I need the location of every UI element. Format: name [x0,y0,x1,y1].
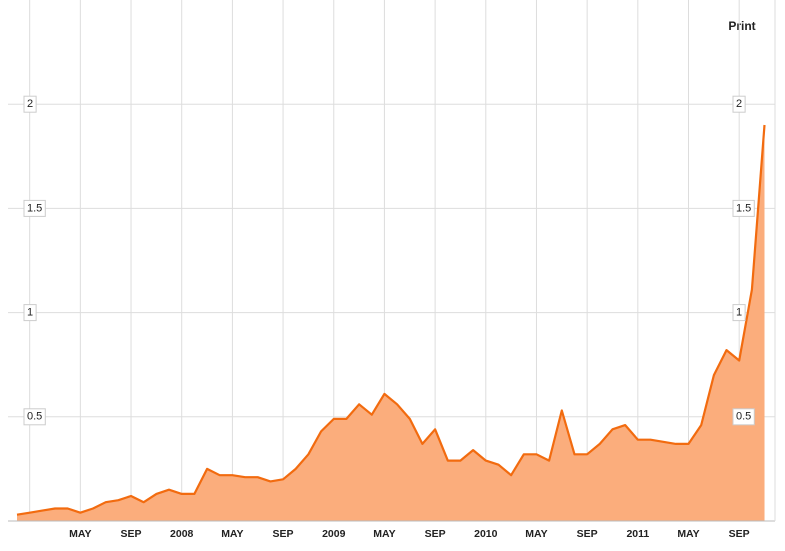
x-tick-label: SEP [273,528,294,540]
x-tick-label: MAY [373,528,395,540]
y-tick-label: 0.5 [27,411,42,423]
x-tick-label: SEP [729,528,750,540]
x-tick-label: MAY [525,528,547,540]
y-tick-label: 1.5 [27,202,42,214]
x-tick-label: MAY [221,528,243,540]
x-tick-label: 2009 [322,528,346,540]
label-box [23,95,37,113]
x-tick-label: 2010 [474,528,498,540]
y-tick-label: 2 [736,98,742,110]
y-tick-label: 0.5 [736,411,751,423]
x-tick-label: SEP [425,528,446,540]
x-tick-label: MAY [69,528,91,540]
label-box [732,304,746,322]
x-tick-label: 2008 [170,528,194,540]
y-tick-label: 2 [27,98,33,110]
label-box [23,408,46,426]
label-box [732,199,755,217]
print-link[interactable]: Print [728,19,755,33]
label-box [732,95,746,113]
label-box [732,408,755,426]
y-tick-label: 1 [27,307,33,319]
line [16,124,766,516]
label-box [23,199,46,217]
x-tick-label: MAY [677,528,699,540]
x-tick-label: SEP [577,528,598,540]
label-box [23,304,37,322]
y-tick-label: 1 [736,307,742,319]
x-tick-label: 2011 [626,528,649,540]
y-tick-label: 1.5 [736,202,751,214]
area [17,125,765,521]
x-tick-label: SEP [121,528,142,540]
